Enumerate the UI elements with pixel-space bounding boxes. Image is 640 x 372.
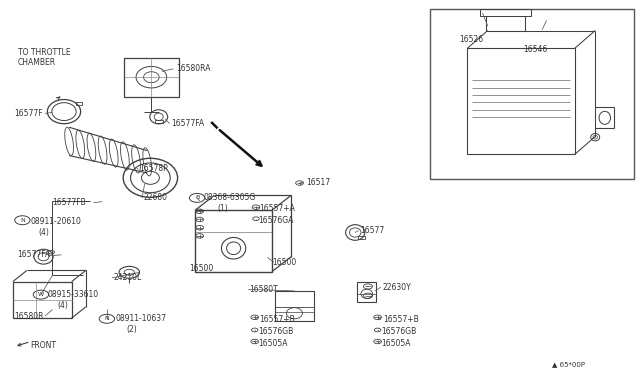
- Text: W: W: [38, 292, 44, 297]
- Text: (1): (1): [218, 204, 228, 213]
- Text: 16557+B: 16557+B: [383, 315, 419, 324]
- Text: 16577: 16577: [360, 226, 385, 235]
- Bar: [124, 58, 179, 97]
- Text: (4): (4): [58, 301, 68, 310]
- Text: 16580R: 16580R: [14, 312, 44, 321]
- Text: 08368-6305G: 08368-6305G: [204, 193, 256, 202]
- Text: 24210L: 24210L: [114, 273, 142, 282]
- Text: 16577F: 16577F: [14, 109, 43, 118]
- Text: 16577FA: 16577FA: [17, 250, 51, 259]
- Bar: [480, 9, 531, 16]
- Text: 16546: 16546: [524, 45, 548, 54]
- Text: ▲ 65*00P: ▲ 65*00P: [552, 361, 585, 367]
- Text: 16526: 16526: [460, 35, 484, 44]
- Bar: [155, 120, 163, 123]
- Text: (4): (4): [38, 228, 49, 237]
- Text: 08911-10637: 08911-10637: [115, 314, 166, 323]
- Bar: [430, 9, 634, 179]
- Text: 16576GB: 16576GB: [381, 327, 417, 336]
- Text: 16517: 16517: [306, 178, 330, 187]
- Bar: [195, 210, 272, 272]
- Text: 22680: 22680: [144, 193, 168, 202]
- Text: 16577FB: 16577FB: [52, 198, 86, 207]
- Text: 22630Y: 22630Y: [383, 283, 412, 292]
- Bar: [275, 291, 314, 321]
- Bar: [486, 16, 525, 31]
- Text: 16578P: 16578P: [140, 164, 168, 173]
- Text: N: N: [20, 218, 25, 223]
- Text: 08915-33610: 08915-33610: [48, 290, 99, 299]
- Text: TO THROTTLE
CHAMBER: TO THROTTLE CHAMBER: [18, 48, 70, 67]
- Text: B: B: [195, 195, 199, 201]
- Text: 16500: 16500: [189, 264, 214, 273]
- Text: 16576GA: 16576GA: [258, 216, 293, 225]
- Text: 16577FA: 16577FA: [172, 119, 205, 128]
- Text: 16505A: 16505A: [258, 339, 287, 348]
- Bar: [358, 236, 365, 239]
- Text: (2): (2): [127, 325, 138, 334]
- Bar: [13, 282, 72, 318]
- Text: FRONT: FRONT: [31, 341, 57, 350]
- Text: 16580RA: 16580RA: [176, 64, 211, 73]
- Text: 16500: 16500: [272, 258, 296, 267]
- Text: 16580T: 16580T: [250, 285, 278, 294]
- Bar: [76, 102, 82, 105]
- Text: 16505A: 16505A: [381, 339, 411, 348]
- Text: 16557+B: 16557+B: [259, 315, 295, 324]
- Bar: [467, 48, 575, 154]
- Bar: [357, 282, 376, 302]
- Text: 16557+A: 16557+A: [259, 204, 295, 213]
- Text: N: N: [104, 316, 109, 321]
- Text: 16576GB: 16576GB: [258, 327, 293, 336]
- Text: 08911-20610: 08911-20610: [31, 217, 81, 226]
